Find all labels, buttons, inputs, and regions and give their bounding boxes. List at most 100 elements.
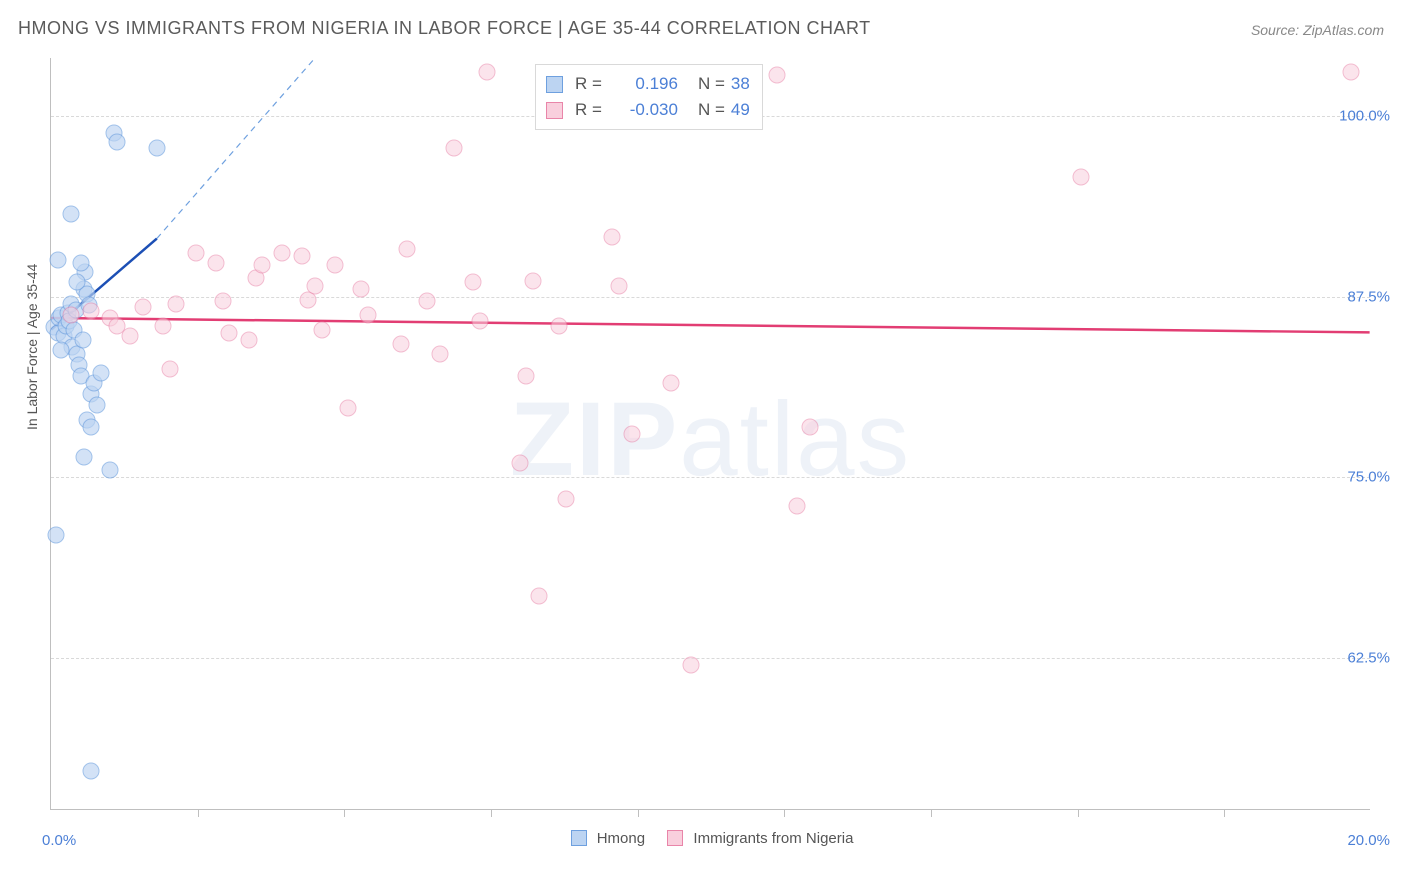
data-point	[340, 399, 357, 416]
data-point	[683, 657, 700, 674]
data-point	[155, 317, 172, 334]
x-max-label: 20.0%	[1347, 832, 1390, 849]
data-point	[551, 317, 568, 334]
source-attribution: Source: ZipAtlas.com	[1251, 22, 1384, 38]
x-tick	[1224, 809, 1225, 817]
data-point	[524, 272, 541, 289]
data-point	[399, 240, 416, 257]
data-point	[610, 278, 627, 295]
data-point	[1343, 64, 1360, 81]
data-point	[62, 307, 79, 324]
swatch-nigeria-icon	[546, 102, 563, 119]
watermark-zip: ZIP	[510, 381, 679, 498]
n-value-nigeria: 49	[731, 100, 750, 120]
data-point	[92, 365, 109, 382]
watermark: ZIPatlas	[510, 380, 911, 500]
n-label: N =	[698, 100, 725, 120]
y-axis-label: In Labor Force | Age 35-44	[24, 264, 40, 430]
data-point	[76, 449, 93, 466]
data-point	[69, 274, 86, 291]
data-point	[465, 274, 482, 291]
bottom-legend: Hmong Immigrants from Nigeria	[0, 830, 1406, 847]
data-point	[419, 292, 436, 309]
stats-row-hmong: R = 0.196 N = 38	[546, 71, 750, 97]
swatch-hmong-icon	[571, 830, 587, 846]
data-point	[62, 206, 79, 223]
data-point	[52, 342, 69, 359]
swatch-hmong-icon	[546, 76, 563, 93]
data-point	[214, 292, 231, 309]
data-point	[511, 454, 528, 471]
gridline	[51, 477, 1370, 478]
data-point	[161, 360, 178, 377]
data-point	[82, 303, 99, 320]
data-point	[663, 375, 680, 392]
trend-lines-layer	[51, 58, 1370, 809]
data-point	[353, 281, 370, 298]
data-point	[1072, 168, 1089, 185]
data-point	[274, 245, 291, 262]
legend-label-nigeria: Immigrants from Nigeria	[693, 830, 853, 847]
x-tick	[344, 809, 345, 817]
x-tick	[931, 809, 932, 817]
data-point	[478, 64, 495, 81]
data-point	[313, 321, 330, 338]
data-point	[326, 256, 343, 273]
data-point	[74, 332, 91, 349]
x-tick	[1078, 809, 1079, 817]
y-tick-label: 87.5%	[1347, 288, 1390, 305]
data-point	[82, 762, 99, 779]
n-label: N =	[698, 74, 725, 94]
x-tick	[491, 809, 492, 817]
data-point	[392, 336, 409, 353]
data-point	[432, 346, 449, 363]
data-point	[472, 313, 489, 330]
data-point	[122, 327, 139, 344]
plot-area: ZIPatlas	[50, 58, 1370, 810]
y-tick-label: 75.0%	[1347, 469, 1390, 486]
data-point	[188, 245, 205, 262]
stats-row-nigeria: R = -0.030 N = 49	[546, 97, 750, 123]
y-tick-label: 62.5%	[1347, 650, 1390, 667]
data-point	[82, 418, 99, 435]
data-point	[604, 229, 621, 246]
gridline	[51, 658, 1370, 659]
data-point	[135, 298, 152, 315]
data-point	[359, 307, 376, 324]
chart-title: HMONG VS IMMIGRANTS FROM NIGERIA IN LABO…	[18, 18, 871, 39]
r-label: R =	[575, 74, 602, 94]
data-point	[445, 139, 462, 156]
data-point	[769, 67, 786, 84]
x-tick	[198, 809, 199, 817]
gridline	[51, 297, 1370, 298]
data-point	[293, 248, 310, 265]
watermark-atlas: atlas	[679, 381, 911, 498]
data-point	[221, 324, 238, 341]
data-point	[623, 426, 640, 443]
swatch-nigeria-icon	[667, 830, 683, 846]
x-tick	[784, 809, 785, 817]
data-point	[72, 255, 89, 272]
data-point	[518, 368, 535, 385]
data-point	[802, 418, 819, 435]
legend-label-hmong: Hmong	[597, 830, 645, 847]
x-min-label: 0.0%	[42, 832, 76, 849]
data-point	[208, 255, 225, 272]
data-point	[307, 278, 324, 295]
data-point	[48, 527, 65, 544]
data-point	[102, 462, 119, 479]
data-point	[557, 491, 574, 508]
r-value-nigeria: -0.030	[608, 100, 678, 120]
data-point	[254, 256, 271, 273]
data-point	[49, 252, 66, 269]
data-point	[148, 139, 165, 156]
data-point	[109, 133, 126, 150]
n-value-hmong: 38	[731, 74, 750, 94]
data-point	[531, 587, 548, 604]
data-point	[168, 295, 185, 312]
r-value-hmong: 0.196	[608, 74, 678, 94]
x-tick	[638, 809, 639, 817]
data-point	[788, 498, 805, 515]
r-label: R =	[575, 100, 602, 120]
data-point	[241, 332, 258, 349]
